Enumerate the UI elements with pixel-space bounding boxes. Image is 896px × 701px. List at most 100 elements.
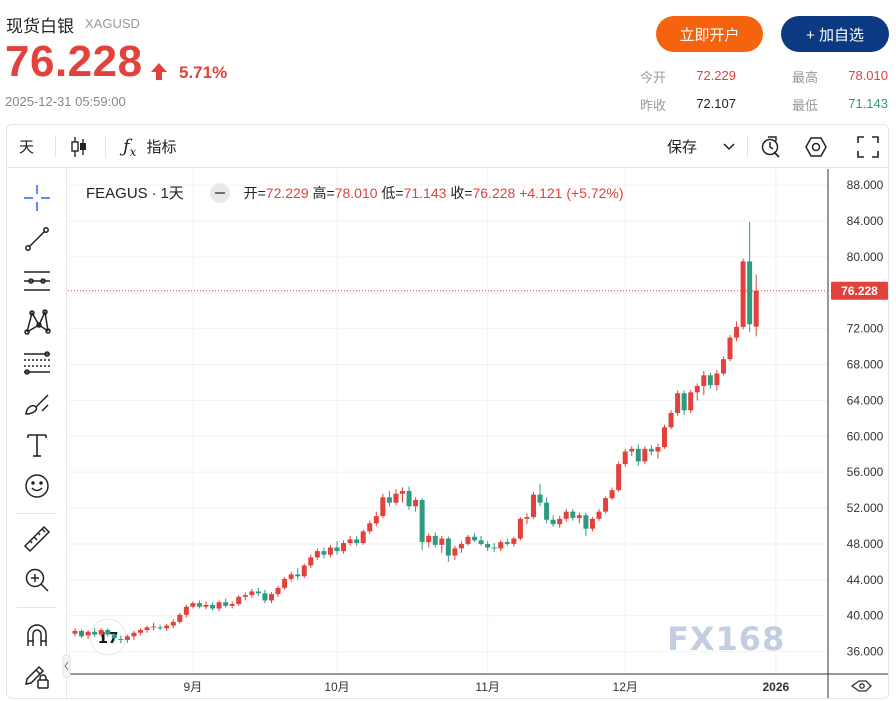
low-value: 71.143 — [848, 96, 888, 111]
candle-body — [203, 604, 209, 607]
candle-body — [622, 451, 628, 465]
open-account-button[interactable]: 立即开户 — [656, 16, 763, 52]
drawing-toolbar — [7, 168, 67, 698]
candle-body — [400, 491, 405, 494]
candle-body — [701, 375, 707, 387]
candle-body — [334, 547, 340, 552]
quote-header: 现货白银 XAGUSD 76.228 5.71% 2025-12-31 05:5… — [0, 0, 896, 122]
x-tick-label: 10月 — [324, 680, 349, 694]
candle-body — [131, 632, 137, 637]
x-tick-label: 9月 — [184, 680, 203, 694]
candle-body — [92, 631, 98, 635]
candles-icon[interactable] — [70, 125, 88, 168]
candle-body — [157, 627, 163, 629]
candle-body — [413, 499, 419, 507]
save-button[interactable]: 保存 — [667, 138, 698, 156]
candle-body — [603, 498, 609, 512]
brush-icon[interactable] — [21, 388, 53, 420]
candle-body — [183, 606, 189, 615]
candle-body — [517, 518, 523, 539]
snapshot-icon[interactable] — [760, 125, 782, 168]
candle-body — [314, 551, 320, 558]
candle-body — [262, 593, 268, 601]
legend-interval: 1天 — [160, 185, 184, 202]
legend-close-label: 收= — [450, 185, 473, 201]
collapse-legend-icon[interactable] — [209, 183, 230, 204]
candle-body — [458, 543, 464, 549]
candle-body — [288, 574, 294, 579]
legend-symbol: FEAGUS — [86, 185, 148, 202]
pattern-icon[interactable] — [21, 306, 53, 338]
prev-close-value: 72.107 — [696, 96, 736, 111]
candle-body — [275, 587, 281, 595]
candle-body — [563, 511, 569, 519]
legend-change: +4.121 — [519, 185, 563, 201]
arrow-up-icon — [151, 63, 167, 80]
candle-body — [734, 326, 740, 338]
last-price-tag-label: 76.228 — [841, 284, 878, 298]
magnet-icon[interactable] — [21, 619, 53, 651]
candle-body — [321, 551, 327, 555]
candle-body — [210, 604, 216, 609]
chart-toolbar: 天 ƒx 指标 保存 — [7, 125, 888, 168]
indicators-label: 指标 — [146, 138, 177, 156]
emoji-icon[interactable] — [21, 470, 53, 502]
candle-body — [629, 448, 635, 452]
candle-body — [662, 427, 667, 448]
candle-body — [668, 412, 674, 428]
candle-body — [537, 494, 543, 503]
fx-icon: ƒx — [123, 136, 137, 159]
y-tick-label: 44.000 — [847, 573, 884, 587]
prev-close-label: 昨收 — [640, 99, 667, 114]
candle-body — [583, 515, 589, 529]
trendline-icon[interactable] — [21, 223, 53, 255]
legend-low-label: 低= — [381, 185, 404, 201]
ruler-icon[interactable] — [21, 523, 53, 555]
instrument-code: XAGUSD — [85, 16, 140, 31]
settings-hex-icon[interactable] — [804, 125, 828, 168]
candle-body — [190, 603, 196, 607]
candle-body — [426, 535, 432, 543]
candle-body — [576, 515, 582, 518]
last-price: 76.228 — [5, 37, 143, 86]
candle-body — [596, 511, 602, 519]
chevron-left-icon — [64, 661, 69, 671]
candle-body — [635, 448, 641, 462]
y-tick-label: 40.000 — [847, 609, 884, 623]
interval-selector[interactable]: 天 — [19, 138, 35, 156]
x-tick-label: 12月 — [613, 680, 638, 694]
y-tick-label: 68.000 — [847, 358, 884, 372]
add-watchlist-button[interactable]: + 加自选 — [781, 16, 889, 52]
candle-body — [295, 574, 301, 577]
candle-body — [242, 595, 248, 597]
candle-body — [675, 393, 681, 413]
axis-settings-icon[interactable] — [850, 680, 872, 692]
candle-body — [308, 557, 314, 566]
candle-body — [282, 578, 288, 588]
low-label: 最低 — [792, 99, 819, 114]
y-tick-label: 48.000 — [847, 537, 884, 551]
change-percent: 5.71% — [179, 63, 228, 82]
lock-drawing-icon[interactable] — [21, 660, 53, 692]
fib-icon[interactable] — [21, 347, 53, 379]
candle-body — [452, 548, 458, 556]
candle-body — [642, 448, 648, 462]
price-chart[interactable]: 88.00084.00080.00076.00072.00068.00064.0… — [7, 125, 889, 699]
candle-body — [740, 261, 746, 327]
fullscreen-icon[interactable] — [857, 125, 879, 168]
legend-open: 72.229 — [265, 185, 309, 201]
candle-body — [655, 447, 661, 452]
candle-body — [550, 519, 556, 525]
high-value: 78.010 — [848, 68, 888, 83]
candle-body — [589, 518, 595, 529]
text-icon[interactable] — [21, 429, 53, 461]
horizontal-lines-icon[interactable] — [21, 265, 53, 297]
legend-open-label: 开= — [243, 185, 266, 201]
candle-body — [504, 542, 510, 544]
zoom-in-icon[interactable] — [21, 564, 53, 596]
y-tick-label: 36.000 — [847, 645, 884, 659]
indicators-button[interactable]: ƒx 指标 — [123, 125, 176, 168]
crosshair-icon[interactable] — [21, 182, 53, 214]
legend-high: 78.010 — [334, 185, 378, 201]
chevron-down-icon[interactable] — [723, 125, 735, 168]
